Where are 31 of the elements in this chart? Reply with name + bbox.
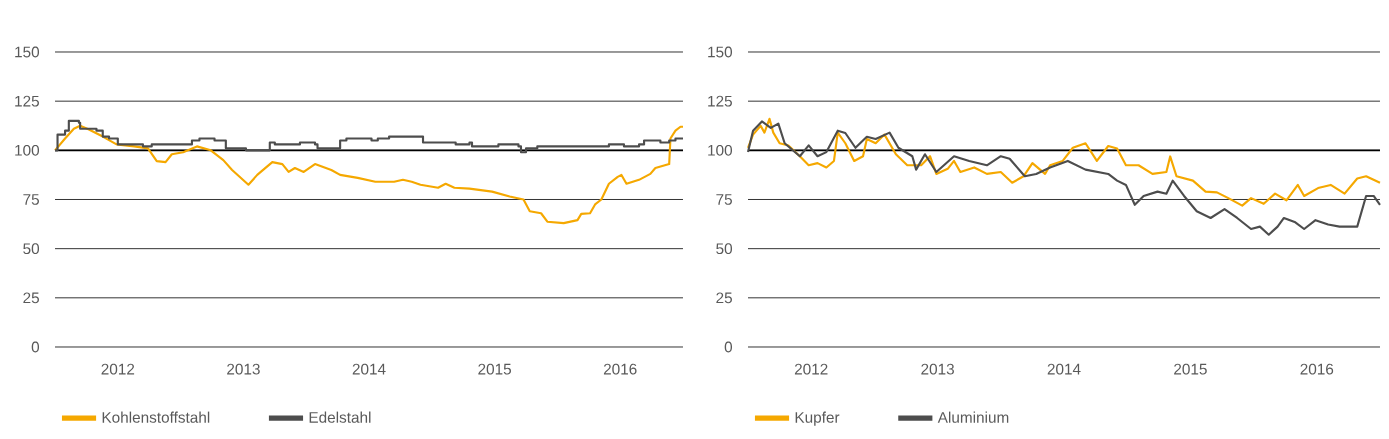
x-tick-label: 2016 xyxy=(1300,363,1334,375)
y-tick-label: 100 xyxy=(15,144,40,156)
legend-label: Edelstahl xyxy=(309,411,371,423)
x-tick-label: 2013 xyxy=(227,363,260,375)
x-tick-label: 2015 xyxy=(478,363,512,375)
legend-label: Aluminium xyxy=(937,411,1009,423)
line-series xyxy=(746,117,1382,207)
line-series xyxy=(746,120,1382,236)
y-tick-label: 125 xyxy=(708,95,732,107)
x-tick-label: 2012 xyxy=(794,363,828,375)
x-tick-label: 2015 xyxy=(1174,363,1207,375)
y-tick-label: 150 xyxy=(708,46,733,58)
y-tick-label: 50 xyxy=(23,243,40,255)
y-tick-label: 0 xyxy=(31,341,40,353)
y-tick-label: 100 xyxy=(708,144,733,156)
line-series xyxy=(53,124,685,225)
x-tick-label: 2016 xyxy=(603,363,637,375)
x-tick-label: 2012 xyxy=(101,363,135,375)
y-tick-label: 25 xyxy=(23,292,39,304)
y-tick-label: 50 xyxy=(716,243,733,255)
y-tick-label: 25 xyxy=(716,292,732,304)
y-tick-label: 0 xyxy=(724,341,733,353)
y-tick-label: 125 xyxy=(15,95,39,107)
legend-label: Kohlenstoffstahl xyxy=(102,411,210,423)
y-tick-label: 150 xyxy=(15,46,40,58)
legend-label: Kupfer xyxy=(795,411,840,426)
y-tick-label: 75 xyxy=(23,194,39,205)
y-tick-label: 75 xyxy=(716,194,732,205)
x-tick-label: 2014 xyxy=(1047,363,1081,375)
x-tick-label: 2014 xyxy=(352,363,386,375)
x-tick-label: 2013 xyxy=(921,363,954,375)
